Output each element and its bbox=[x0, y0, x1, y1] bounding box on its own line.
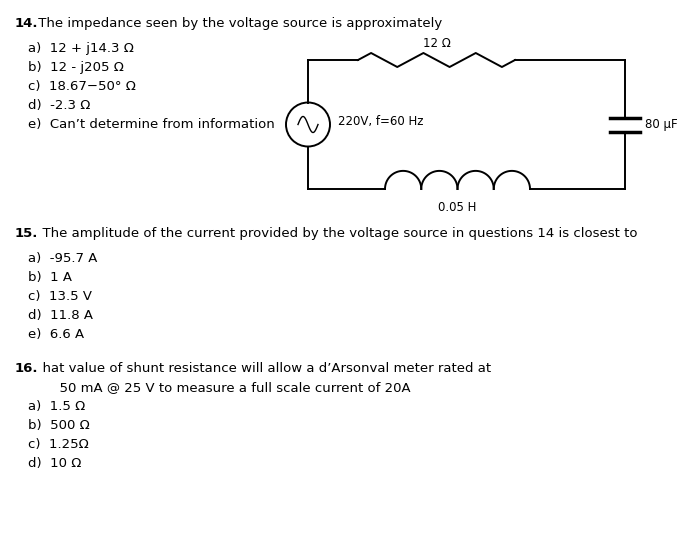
Text: 14.: 14. bbox=[15, 17, 39, 30]
Text: e)  Can’t determine from information: e) Can’t determine from information bbox=[28, 118, 275, 131]
Text: c)  13.5 V: c) 13.5 V bbox=[28, 290, 92, 303]
Text: d)  -2.3 Ω: d) -2.3 Ω bbox=[28, 99, 90, 112]
Text: The amplitude of the current provided by the voltage source in questions 14 is c: The amplitude of the current provided by… bbox=[34, 227, 638, 240]
Text: c)  18.67−50° Ω: c) 18.67−50° Ω bbox=[28, 80, 136, 93]
Text: hat value of shunt resistance will allow a d’Arsonval meter rated at: hat value of shunt resistance will allow… bbox=[34, 362, 491, 375]
Text: b)  500 Ω: b) 500 Ω bbox=[28, 419, 90, 432]
Text: 220V, f=60 Hz: 220V, f=60 Hz bbox=[338, 115, 424, 128]
Text: 16.: 16. bbox=[15, 362, 39, 375]
Text: a)  -95.7 A: a) -95.7 A bbox=[28, 252, 97, 265]
Text: a)  12 + j14.3 Ω: a) 12 + j14.3 Ω bbox=[28, 42, 134, 55]
Text: 12 Ω: 12 Ω bbox=[422, 37, 450, 50]
Text: 15.: 15. bbox=[15, 227, 39, 240]
Text: e)  6.6 A: e) 6.6 A bbox=[28, 328, 84, 341]
Text: c)  1.25Ω: c) 1.25Ω bbox=[28, 438, 89, 451]
Text: The impedance seen by the voltage source is approximately: The impedance seen by the voltage source… bbox=[34, 17, 442, 30]
Text: 0.05 H: 0.05 H bbox=[438, 201, 477, 214]
Text: a)  1.5 Ω: a) 1.5 Ω bbox=[28, 400, 85, 413]
Text: b)  12 - j205 Ω: b) 12 - j205 Ω bbox=[28, 61, 124, 74]
Text: 50 mA @ 25 V to measure a full scale current of 20A: 50 mA @ 25 V to measure a full scale cur… bbox=[34, 381, 411, 394]
Text: b)  1 A: b) 1 A bbox=[28, 271, 72, 284]
Text: d)  10 Ω: d) 10 Ω bbox=[28, 457, 81, 470]
Text: 80 μF: 80 μF bbox=[645, 118, 677, 131]
Text: d)  11.8 A: d) 11.8 A bbox=[28, 309, 93, 322]
